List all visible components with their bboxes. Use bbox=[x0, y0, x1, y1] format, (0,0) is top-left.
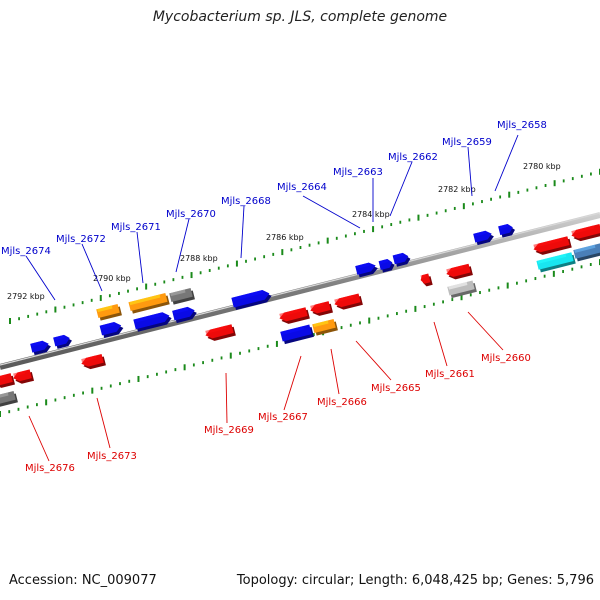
gene-mjls-2664[interactable] bbox=[355, 261, 379, 278]
scale-label-2786: 2786 kbp bbox=[266, 233, 304, 242]
gene-grey-a[interactable] bbox=[169, 287, 195, 305]
gene-mjls-2666[interactable] bbox=[312, 318, 338, 336]
gene-mjls-2672[interactable] bbox=[99, 320, 125, 338]
backbone-highlight bbox=[0, 212, 600, 366]
gene-red-2665b[interactable] bbox=[309, 301, 333, 318]
gene-label-mjls-2661[interactable]: Mjls_2661 bbox=[425, 369, 475, 380]
gene-label-mjls-2662[interactable]: Mjls_2662 bbox=[388, 152, 438, 163]
forward-leaders bbox=[25, 134, 519, 301]
gene-red-2665c[interactable] bbox=[278, 307, 310, 326]
gene-label-mjls-2665[interactable]: Mjls_2665 bbox=[371, 383, 421, 394]
gene-steel[interactable] bbox=[573, 243, 600, 262]
gene-label-mjls-2668[interactable]: Mjls_2668 bbox=[221, 196, 271, 207]
gene-mjls-2675[interactable] bbox=[30, 339, 52, 356]
gene-features bbox=[0, 223, 600, 408]
scale-label-2780: 2780 kbp bbox=[523, 162, 561, 171]
gene-cyan[interactable] bbox=[536, 252, 576, 273]
scale-label-2784: 2784 kbp bbox=[352, 210, 390, 219]
scale-label-2788: 2788 kbp bbox=[180, 254, 218, 263]
reverse-gene-labels: Mjls_2660 Mjls_2661 Mjls_2665 Mjls_2666 … bbox=[25, 353, 531, 474]
gene-mjls-2669[interactable] bbox=[204, 324, 236, 343]
gene-mjls-2668[interactable] bbox=[231, 288, 272, 311]
gene-mjls-2667[interactable] bbox=[280, 324, 314, 345]
gene-label-mjls-2674[interactable]: Mjls_2674 bbox=[1, 246, 51, 257]
map-title: Mycobacterium sp. JLS, complete genome bbox=[152, 9, 448, 25]
gene-label-mjls-2667[interactable]: Mjls_2667 bbox=[258, 412, 308, 423]
scale-labels: 2780 kbp 2782 kbp 2784 kbp 2786 kbp 2788… bbox=[7, 162, 561, 301]
gene-mjls-2673[interactable] bbox=[80, 353, 106, 371]
gene-red-fwd-b[interactable] bbox=[570, 223, 600, 243]
gene-mjls-2671[interactable] bbox=[133, 310, 173, 332]
gene-mjls-2665[interactable] bbox=[333, 293, 363, 311]
gene-orange-b[interactable] bbox=[96, 303, 122, 321]
gene-label-mjls-2670[interactable]: Mjls_2670 bbox=[166, 209, 216, 220]
gene-label-mjls-2666[interactable]: Mjls_2666 bbox=[317, 397, 367, 408]
gene-label-mjls-2663[interactable]: Mjls_2663 bbox=[333, 167, 383, 178]
scale-label-2782: 2782 kbp bbox=[438, 185, 476, 194]
gene-mjls-2659[interactable] bbox=[473, 229, 495, 246]
gene-mjls-2662[interactable] bbox=[392, 251, 412, 267]
scale-label-2790: 2790 kbp bbox=[93, 274, 131, 283]
gene-label-mjls-2669[interactable]: Mjls_2669 bbox=[204, 425, 254, 436]
gene-grey-edge[interactable] bbox=[0, 390, 18, 408]
scale-label-2792: 2792 kbp bbox=[7, 292, 45, 301]
gene-mjls-2670[interactable] bbox=[172, 305, 198, 324]
gene-orange-a[interactable] bbox=[128, 292, 170, 314]
gene-mjls-2674[interactable] bbox=[53, 333, 73, 349]
forward-scale-ticks bbox=[9, 168, 600, 324]
gene-label-mjls-2658[interactable]: Mjls_2658 bbox=[497, 120, 547, 131]
reverse-leaders bbox=[28, 311, 504, 462]
gene-red-fwd-a[interactable] bbox=[532, 236, 572, 257]
gene-label-mjls-2660[interactable]: Mjls_2660 bbox=[481, 353, 531, 364]
backbone bbox=[0, 212, 600, 370]
gene-label-mjls-2659[interactable]: Mjls_2659 bbox=[442, 137, 492, 148]
gene-label-mjls-2673[interactable]: Mjls_2673 bbox=[87, 451, 137, 462]
gene-mjls-2660[interactable] bbox=[447, 280, 477, 299]
genome-summary-label: Topology: circular; Length: 6,048,425 bp… bbox=[236, 573, 594, 588]
gene-mjls-2661[interactable] bbox=[420, 273, 433, 287]
gene-red-edge[interactable] bbox=[0, 373, 15, 390]
gene-red-2660[interactable] bbox=[445, 263, 473, 281]
gene-mjls-2663[interactable] bbox=[378, 258, 396, 273]
gene-mjls-2658[interactable] bbox=[498, 223, 516, 238]
gene-label-mjls-2672[interactable]: Mjls_2672 bbox=[56, 234, 106, 245]
forward-gene-labels: Mjls_2658 Mjls_2659 Mjls_2662 Mjls_2663 … bbox=[1, 120, 547, 257]
gene-label-mjls-2676[interactable]: Mjls_2676 bbox=[25, 463, 75, 474]
gene-label-mjls-2664[interactable]: Mjls_2664 bbox=[277, 182, 327, 193]
gene-label-mjls-2671[interactable]: Mjls_2671 bbox=[111, 222, 161, 233]
accession-label: Accession: NC_009077 bbox=[9, 573, 157, 588]
gene-mjls-2676[interactable] bbox=[12, 369, 35, 385]
